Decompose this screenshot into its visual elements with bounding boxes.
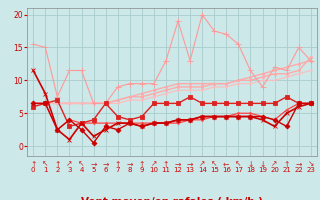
Text: ↑: ↑ [30, 160, 36, 169]
Text: →: → [127, 160, 133, 169]
Text: ↑: ↑ [163, 160, 169, 169]
Text: ←: ← [223, 160, 229, 169]
Text: ↓: ↓ [247, 160, 254, 169]
Text: ↑: ↑ [284, 160, 290, 169]
Text: ↘: ↘ [308, 160, 314, 169]
Text: →: → [175, 160, 181, 169]
Text: Vent moyen/en rafales ( km/h ): Vent moyen/en rafales ( km/h ) [81, 197, 263, 200]
Text: ↖: ↖ [78, 160, 85, 169]
Text: ↓: ↓ [259, 160, 266, 169]
Text: ↖: ↖ [42, 160, 49, 169]
Text: ↑: ↑ [54, 160, 60, 169]
Text: →: → [295, 160, 302, 169]
Text: ↑: ↑ [139, 160, 145, 169]
Text: ↗: ↗ [151, 160, 157, 169]
Text: ↖: ↖ [211, 160, 217, 169]
Text: ↗: ↗ [271, 160, 278, 169]
Text: ↗: ↗ [66, 160, 73, 169]
Text: →: → [187, 160, 193, 169]
Text: ↖: ↖ [235, 160, 242, 169]
Text: ↑: ↑ [115, 160, 121, 169]
Text: ↗: ↗ [199, 160, 205, 169]
Text: →: → [90, 160, 97, 169]
Text: →: → [102, 160, 109, 169]
